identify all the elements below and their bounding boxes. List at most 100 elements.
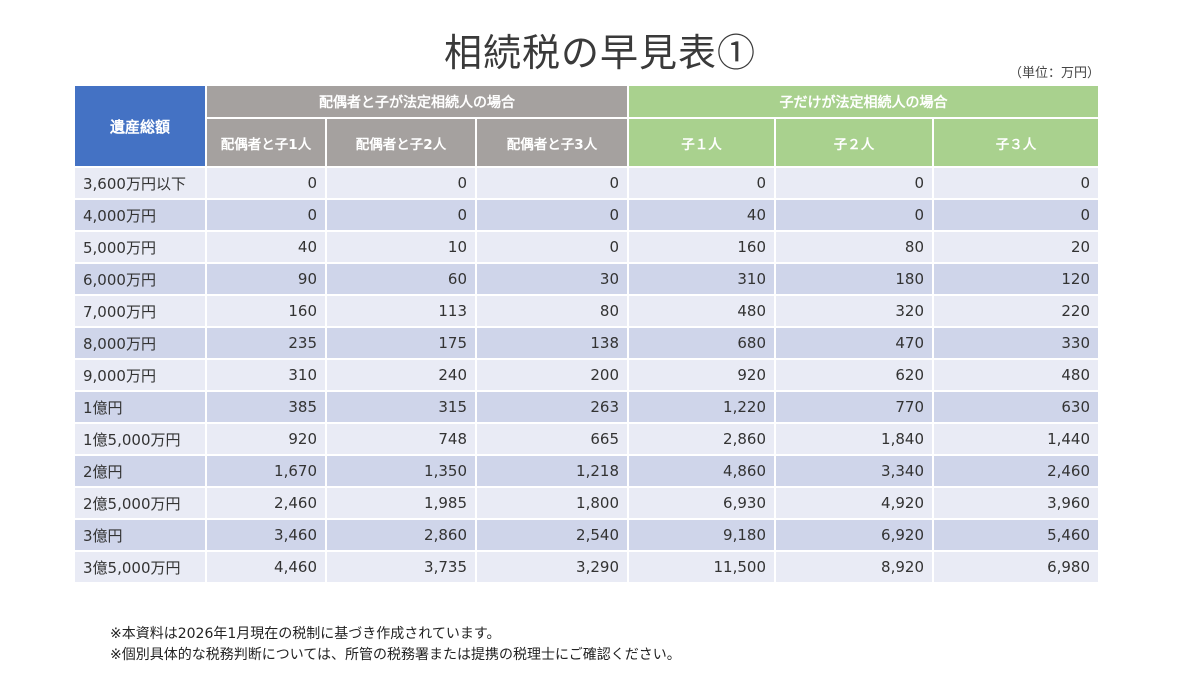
estate-amount-cell: 6,000万円 — [73, 262, 207, 296]
tax-amount-cell: 680 — [627, 326, 776, 360]
tax-amount-cell: 175 — [325, 326, 477, 360]
tax-amount-cell: 385 — [205, 390, 327, 424]
tax-amount-cell: 235 — [205, 326, 327, 360]
estate-amount-cell: 8,000万円 — [73, 326, 207, 360]
tax-amount-cell: 30 — [475, 262, 629, 296]
estate-amount-cell: 4,000万円 — [73, 198, 207, 232]
tax-amount-cell: 6,980 — [931, 550, 1101, 584]
table-row: 8,000万円 235 175 138 680 470 330 — [73, 326, 1101, 360]
table-row: 3,600万円以下 0 0 0 0 0 0 — [73, 166, 1101, 200]
tax-amount-cell: 0 — [475, 230, 629, 264]
tax-amount-cell: 160 — [627, 230, 776, 264]
table-row: 7,000万円 160 113 80 480 320 220 — [73, 294, 1101, 328]
tax-amount-cell: 1,800 — [475, 486, 629, 520]
tax-amount-cell: 263 — [475, 390, 629, 424]
tax-amount-cell: 0 — [325, 166, 477, 200]
unit-label: （単位：万円） — [1008, 66, 1100, 81]
tax-amount-cell: 310 — [627, 262, 776, 296]
tax-amount-cell: 0 — [205, 166, 327, 200]
tax-amount-cell: 0 — [475, 166, 629, 200]
tax-amount-cell: 4,860 — [627, 454, 776, 488]
tax-amount-cell: 770 — [774, 390, 934, 424]
col-header-1child: 子１人 — [627, 117, 776, 168]
tax-amount-cell: 3,340 — [774, 454, 934, 488]
col-header-spouse-3children: 配偶者と子3人 — [475, 117, 629, 168]
tax-amount-cell: 630 — [931, 390, 1101, 424]
col-header-spouse-1child: 配偶者と子1人 — [205, 117, 327, 168]
footnote: ※個別具体的な税務判断については、所管の税務署または提携の税理士にご確認ください… — [110, 647, 681, 663]
tax-amount-cell: 470 — [774, 326, 934, 360]
tax-amount-cell: 180 — [774, 262, 934, 296]
tax-amount-cell: 4,920 — [774, 486, 934, 520]
tax-amount-cell: 2,540 — [475, 518, 629, 552]
tax-amount-cell: 620 — [774, 358, 934, 392]
children-only-group-header: 子だけが法定相続人の場合 — [626, 84, 1101, 119]
tax-amount-cell: 1,840 — [774, 422, 934, 456]
tax-amount-cell: 3,460 — [205, 518, 327, 552]
tax-amount-cell: 0 — [475, 198, 629, 232]
tax-amount-cell: 0 — [774, 166, 934, 200]
tax-amount-cell: 1,985 — [325, 486, 477, 520]
estate-amount-cell: 2億5,000万円 — [73, 486, 207, 520]
col-header-spouse-2children: 配偶者と子2人 — [325, 117, 477, 168]
tax-amount-cell: 1,218 — [475, 454, 629, 488]
tax-amount-cell: 120 — [931, 262, 1101, 296]
tax-amount-cell: 480 — [627, 294, 776, 328]
tax-amount-cell: 220 — [931, 294, 1101, 328]
tax-amount-cell: 748 — [325, 422, 477, 456]
tax-amount-cell: 240 — [325, 358, 477, 392]
tax-amount-cell: 320 — [774, 294, 934, 328]
tax-amount-cell: 0 — [774, 198, 934, 232]
footnote: ※本資料は2026年1月現在の税制に基づき作成されています。 — [110, 626, 501, 642]
col-header-2children: 子２人 — [774, 117, 934, 168]
tax-amount-cell: 480 — [931, 358, 1101, 392]
estate-amount-cell: 2億円 — [73, 454, 207, 488]
tax-amount-cell: 6,930 — [627, 486, 776, 520]
tax-amount-cell: 920 — [205, 422, 327, 456]
spouse-and-children-group-header: 配偶者と子が法定相続人の場合 — [205, 84, 629, 119]
tax-amount-cell: 1,220 — [627, 390, 776, 424]
tax-amount-cell: 40 — [627, 198, 776, 232]
page-title: 相続税の早見表① — [443, 31, 756, 75]
tax-amount-cell: 315 — [325, 390, 477, 424]
tax-amount-cell: 80 — [774, 230, 934, 264]
tax-amount-cell: 60 — [325, 262, 477, 296]
tax-amount-cell: 3,290 — [475, 550, 629, 584]
footnotes: ※本資料は2026年1月現在の税制に基づき作成されています。 ※個別具体的な税務… — [110, 624, 681, 666]
tax-amount-cell: 80 — [475, 294, 629, 328]
table-row: 1億5,000万円 920 748 665 2,860 1,840 1,440 — [73, 422, 1101, 456]
tax-amount-cell: 6,920 — [774, 518, 934, 552]
tax-amount-cell: 2,860 — [325, 518, 477, 552]
tax-amount-cell: 2,460 — [931, 454, 1101, 488]
table-row: 6,000万円 90 60 30 310 180 120 — [73, 262, 1101, 296]
estate-amount-cell: 1億5,000万円 — [73, 422, 207, 456]
tax-amount-cell: 138 — [475, 326, 629, 360]
tax-amount-cell: 1,440 — [931, 422, 1101, 456]
tax-amount-cell: 310 — [205, 358, 327, 392]
tax-amount-cell: 3,960 — [931, 486, 1101, 520]
tax-amount-cell: 0 — [931, 166, 1101, 200]
tax-amount-cell: 0 — [931, 198, 1101, 232]
tax-amount-cell: 8,920 — [774, 550, 934, 584]
tax-amount-cell: 9,180 — [627, 518, 776, 552]
tax-amount-cell: 40 — [205, 230, 327, 264]
tax-amount-cell: 1,670 — [205, 454, 327, 488]
tax-amount-cell: 113 — [325, 294, 477, 328]
table-row: 4,000万円 0 0 0 40 0 0 — [73, 198, 1101, 232]
table-row: 5,000万円 40 10 0 160 80 20 — [73, 230, 1101, 264]
tax-amount-cell: 1,350 — [325, 454, 477, 488]
tax-amount-cell: 10 — [325, 230, 477, 264]
tax-amount-cell: 20 — [931, 230, 1101, 264]
estate-amount-cell: 3億5,000万円 — [73, 550, 207, 584]
tax-amount-cell: 665 — [475, 422, 629, 456]
estate-amount-cell: 9,000万円 — [73, 358, 207, 392]
tax-amount-cell: 920 — [627, 358, 776, 392]
inheritance-tax-table: 遺産総額 配偶者と子が法定相続人の場合 子だけが法定相続人の場合 配偶者と子1人… — [73, 84, 1101, 584]
table-row: 2億5,000万円 2,460 1,985 1,800 6,930 4,920 3,960 — [73, 486, 1101, 520]
table-row: 2億円 1,670 1,350 1,218 4,860 3,340 2,460 — [73, 454, 1101, 488]
tax-amount-cell: 0 — [627, 166, 776, 200]
table-row: 3億5,000万円 4,460 3,735 3,290 11,500 8,920 6,980 — [73, 550, 1101, 584]
tax-amount-cell: 4,460 — [205, 550, 327, 584]
tax-amount-cell: 160 — [205, 294, 327, 328]
table-row: 3億円 3,460 2,860 2,540 9,180 6,920 5,460 — [73, 518, 1101, 552]
